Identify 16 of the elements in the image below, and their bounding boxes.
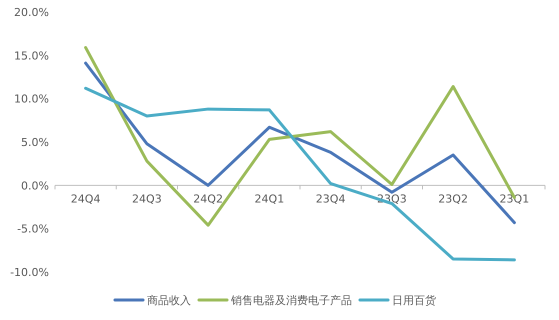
legend-label: 商品收入 xyxy=(147,294,191,307)
y-tick-label: 5.0% xyxy=(21,136,49,149)
x-tick-label: 23Q2 xyxy=(438,192,468,206)
y-tick-label: 20.0% xyxy=(14,6,49,19)
y-tick-label: -10.0% xyxy=(10,266,49,279)
x-tick-label: 24Q2 xyxy=(193,192,223,206)
y-tick-label: 0.0% xyxy=(21,179,49,192)
y-tick-label: 15.0% xyxy=(14,49,49,62)
legend-label: 日用百货 xyxy=(392,294,436,307)
y-tick-label: 10.0% xyxy=(14,92,49,106)
y-tick-label: -5.0% xyxy=(17,222,49,236)
x-tick-label: 23Q4 xyxy=(316,192,346,206)
x-tick-label: 24Q3 xyxy=(132,192,162,206)
x-tick-label: 24Q4 xyxy=(70,192,100,206)
x-tick-label: 24Q1 xyxy=(254,192,284,206)
legend-label: 销售电器及消费电子产品 xyxy=(230,294,352,307)
